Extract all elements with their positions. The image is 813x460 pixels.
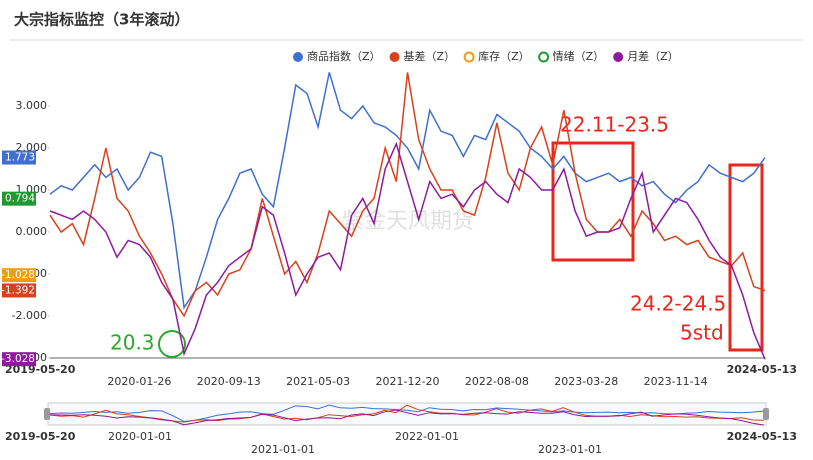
x-tick-label: 2020-01-26 (107, 375, 171, 388)
x-tick-label: 2023-11-14 (644, 375, 708, 388)
navigator-label: 2022-01-01 (395, 430, 459, 443)
legend-icon (389, 52, 400, 62)
plot-area (48, 105, 765, 359)
legend-icon (538, 51, 550, 63)
navigator-line (49, 409, 765, 426)
series-line (49, 72, 766, 318)
legend-icon (613, 52, 624, 62)
value-flag (2, 191, 36, 206)
y-tick-label: 3.000 (16, 99, 48, 112)
legend-label[interactable]: 情绪（Z） (553, 49, 605, 63)
highlight-circle (158, 330, 186, 358)
navigator-handle[interactable] (44, 408, 50, 420)
legend-icon (463, 51, 475, 63)
legend-label[interactable]: 库存（Z） (478, 49, 530, 63)
legend-icon (293, 52, 303, 62)
legend-label[interactable]: 商品指数（Z） (307, 49, 381, 63)
y-tick-label: 0.000 (16, 225, 48, 238)
series-line (49, 141, 766, 360)
annotation: 24.2-24.5 (630, 292, 726, 316)
navigator-label: 2024-05-13 (727, 430, 797, 443)
x-tick-label: 2021-12-20 (376, 375, 440, 388)
x-tick-label: 2022-08-08 (465, 375, 529, 388)
value-flag-label: -1.028 (1, 269, 35, 281)
highlight-box (728, 163, 764, 352)
value-flag-label: 0.794 (5, 193, 35, 205)
annotation: 5std (680, 321, 724, 345)
navigator-line (49, 404, 765, 423)
navigator-label: 2023-01-01 (538, 443, 602, 456)
value-flag (2, 268, 36, 283)
value-flag (2, 283, 36, 298)
legend-label[interactable]: 基差（Z） (404, 49, 456, 63)
value-flag-label: -3.028 (1, 353, 35, 365)
annotation: 20.3 (110, 331, 155, 355)
watermark: 紫金天风期货 (342, 209, 474, 234)
y-tick-label: -2.000 (12, 309, 47, 322)
x-tick-label: 2021-05-03 (286, 375, 350, 388)
series-line (49, 72, 766, 310)
x-tick-label: 2019-05-20 (5, 363, 76, 376)
navigator-label: 2020-01-01 (108, 430, 172, 443)
navigator-handle[interactable] (763, 408, 769, 420)
x-tick-label: 2024-05-13 (727, 363, 797, 376)
value-flag (2, 352, 36, 367)
chart-title: 大宗指标监控（3年滚动） (14, 11, 189, 29)
annotation: 22.11-23.5 (560, 113, 669, 137)
value-flag-label: 1.773 (5, 152, 35, 164)
value-flag-label: -1.392 (1, 284, 35, 296)
navigator-label: 2021-01-01 (251, 443, 315, 456)
x-tick-label: 2023-03-28 (554, 375, 618, 388)
navigator-label: 2019-05-20 (5, 430, 76, 443)
navigator[interactable] (47, 402, 767, 426)
value-flag (2, 150, 36, 165)
legend-label[interactable]: 月差（Z） (627, 49, 679, 63)
x-tick-label: 2020-09-13 (197, 375, 261, 388)
highlight-box (551, 141, 635, 262)
